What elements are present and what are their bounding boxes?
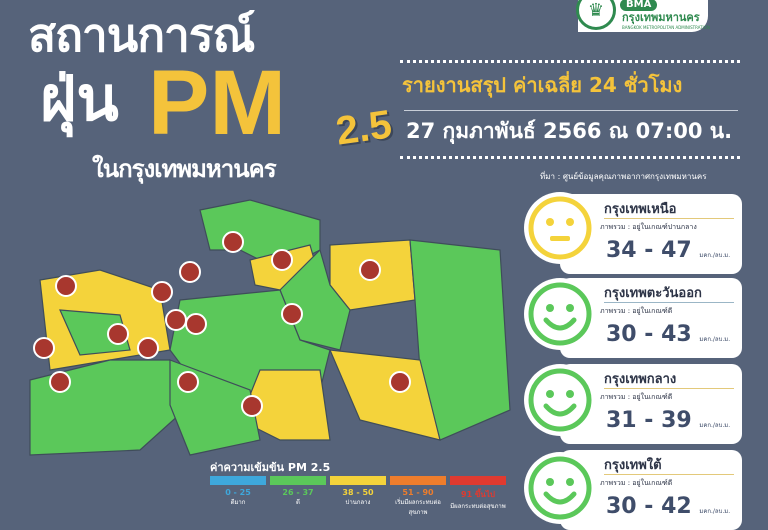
pin-icon	[179, 261, 201, 283]
zone-desc: ภาพรวม : อยู่ในเกณฑ์ดี	[600, 307, 673, 315]
source-text: ที่มา : ศูนย์ข้อมูลคุณภาพอากาศกรุงเทพมหา…	[540, 172, 707, 181]
title-pm: PM	[148, 52, 286, 154]
zone-desc: ภาพรวม : อยู่ในเกณฑ์ปานกลาง	[600, 223, 697, 231]
bangkok-map	[29, 199, 511, 456]
pin-icon	[389, 371, 411, 393]
divider	[400, 60, 740, 63]
bma-seal-icon: ♛	[576, 0, 616, 30]
zone-desc: ภาพรวม : อยู่ในเกณฑ์ดี	[600, 393, 673, 401]
pin-icon	[177, 371, 199, 393]
pin-icon	[185, 313, 207, 335]
title-bangkok: ในกรุงเทพมหานคร	[92, 155, 277, 183]
smile-face-icon	[524, 278, 596, 350]
map-district	[59, 309, 131, 356]
zone-name: กรุงเทพกลาง	[604, 372, 677, 387]
zone-name: กรุงเทพใต้	[604, 458, 662, 473]
smile-face-icon	[524, 364, 596, 436]
title-situation: สถานการณ์	[28, 8, 255, 62]
pin-icon	[49, 371, 71, 393]
zone-value: 31 - 39 มคก./ลบ.ม.	[606, 408, 731, 433]
pin-icon	[151, 281, 173, 303]
legend-item: 0 - 25 ดีมาก	[210, 476, 266, 507]
zone-name: กรุงเทพตะวันออก	[604, 286, 702, 301]
pin-icon	[107, 323, 129, 345]
legend-item: 26 - 37 ดี	[270, 476, 326, 507]
logo-name-th: กรุงเทพมหานคร	[622, 11, 700, 24]
title-pm-sub: 2.5	[333, 102, 395, 154]
zone-value: 30 - 43 มคก./ลบ.ม.	[606, 322, 731, 347]
pin-icon	[241, 395, 263, 417]
pin-icon	[137, 337, 159, 359]
report-date: 27 กุมภาพันธ์ 2566 ณ 07:00 น.	[406, 119, 733, 143]
divider	[400, 156, 740, 159]
pin-icon	[55, 275, 77, 297]
legend-title: ค่าความเข้มข้น PM 2.5	[210, 461, 331, 474]
zone-value: 30 - 42 มคก./ลบ.ม.	[606, 494, 731, 519]
zone-name: กรุงเทพเหนือ	[604, 202, 677, 217]
divider	[404, 110, 738, 111]
legend-item: 91 ขึ้นไป มีผลกระทบต่อสุขภาพ	[450, 476, 506, 511]
zone-desc: ภาพรวม : อยู่ในเกณฑ์ดี	[600, 479, 673, 487]
report-heading: รายงานสรุป ค่าเฉลี่ย 24 ชั่วโมง	[402, 73, 683, 97]
zone-value: 34 - 47 มคก./ลบ.ม.	[606, 238, 731, 263]
pin-icon	[222, 231, 244, 253]
neutral-face-icon	[524, 192, 596, 264]
zone-card-north: กรุงเทพเหนือ ภาพรวม : อยู่ในเกณฑ์ปานกลาง…	[560, 194, 742, 274]
logo-abbr: BMA	[620, 0, 658, 11]
legend-item: 38 - 50 ปานกลาง	[330, 476, 386, 507]
map-district	[329, 349, 441, 441]
bma-logo: ♛ BMA กรุงเทพมหานคร BANGKOK METROPOLITAN…	[576, 0, 710, 32]
pin-icon	[33, 337, 55, 359]
logo-name-en: BANGKOK METROPOLITAN ADMINISTRATION	[622, 25, 710, 30]
zone-card-central: กรุงเทพกลาง ภาพรวม : อยู่ในเกณฑ์ดี 31 - …	[560, 364, 742, 444]
legend-item: 51 - 90 เริ่มมีผลกระทบต่อสุขภาพ	[390, 476, 446, 517]
smile-face-icon	[524, 452, 596, 524]
title-dust: ฝุ่น	[40, 62, 119, 135]
pin-icon	[271, 249, 293, 271]
pin-icon	[359, 259, 381, 281]
pin-icon	[165, 309, 187, 331]
pin-icon	[281, 303, 303, 325]
